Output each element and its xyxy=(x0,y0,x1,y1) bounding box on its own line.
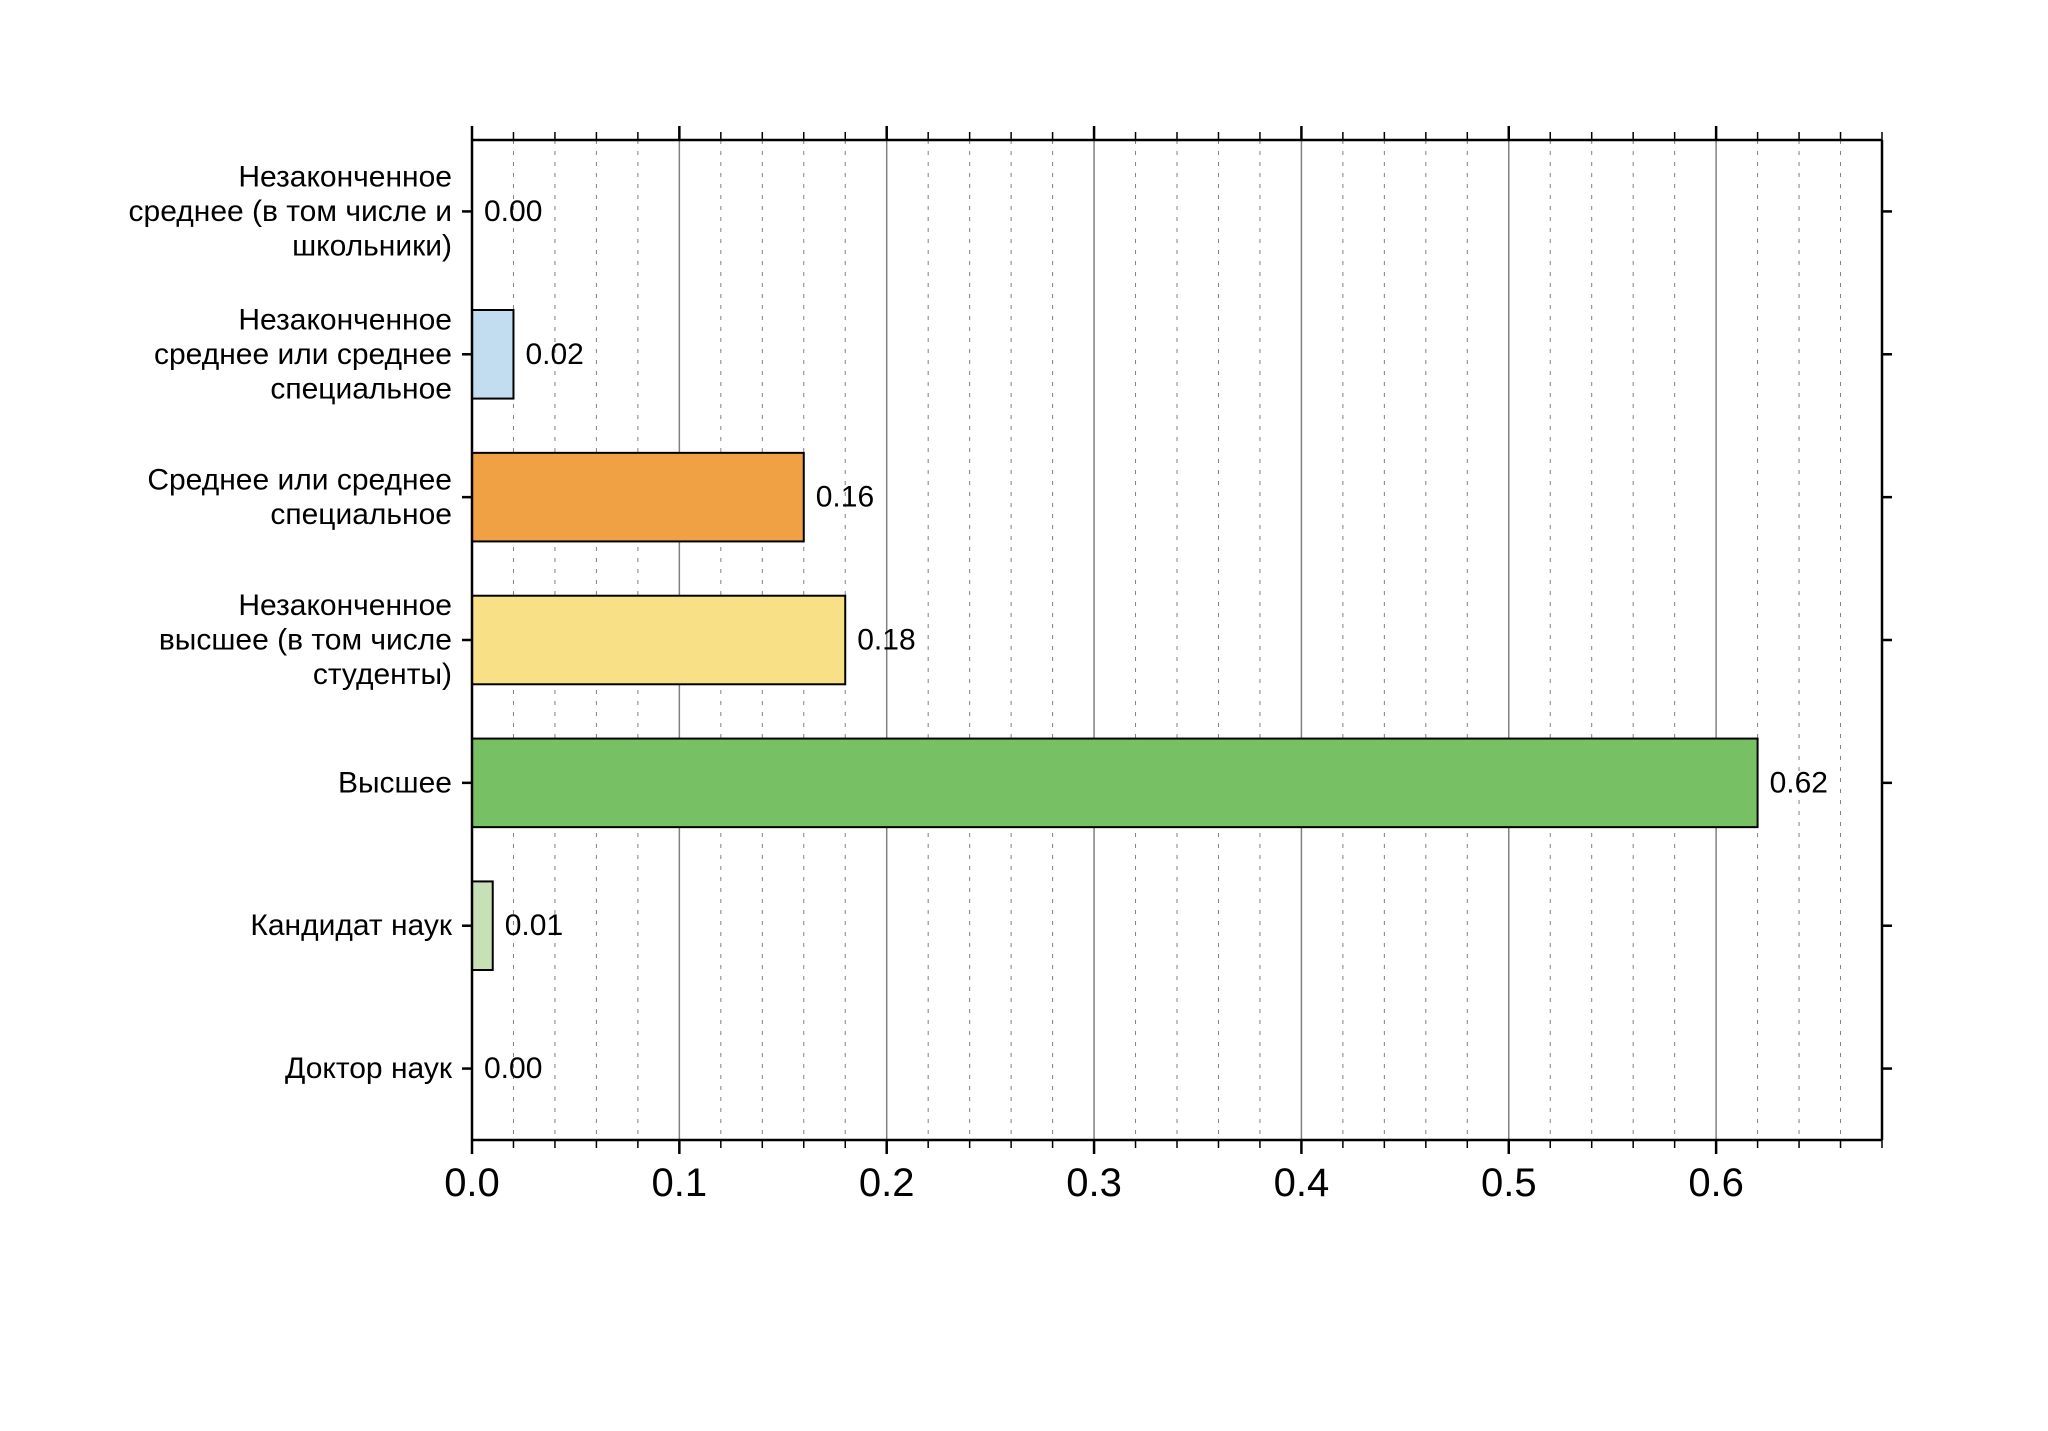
y-axis-category-label: школьники) xyxy=(292,229,452,262)
y-axis-category-label: специальное xyxy=(270,498,452,531)
bar-value-label: 0.00 xyxy=(484,195,542,228)
x-axis-tick-label: 0.1 xyxy=(652,1161,708,1205)
bar-value-label: 0.01 xyxy=(505,909,563,942)
x-axis-tick-label: 0.5 xyxy=(1481,1161,1537,1205)
bar xyxy=(472,453,804,542)
bar-value-label: 0.62 xyxy=(1770,766,1828,799)
y-axis-category-label: Среднее или среднее xyxy=(147,463,452,496)
horizontal-bar-chart: Незаконченноесреднее (в том числе ишколь… xyxy=(0,0,2048,1431)
y-axis-category-label: Кандидат наук xyxy=(250,909,453,942)
bar xyxy=(472,310,513,399)
bar-value-label: 0.18 xyxy=(857,624,915,657)
y-axis-category-label: среднее или среднее xyxy=(154,338,452,371)
y-axis-category-label: высшее (в том числе xyxy=(159,624,452,657)
y-axis-category-label: Высшее xyxy=(338,766,452,799)
x-axis-tick-label: 0.3 xyxy=(1066,1161,1122,1205)
chart-container: Незаконченноесреднее (в том числе ишколь… xyxy=(0,0,2048,1431)
y-axis-category-label: Незаконченное xyxy=(238,160,452,193)
bar-value-label: 0.02 xyxy=(525,338,583,371)
y-axis-category-label: специальное xyxy=(270,372,452,405)
bar xyxy=(472,739,1758,828)
bar xyxy=(472,596,845,685)
y-axis-category-label: среднее (в том числе и xyxy=(129,195,452,228)
bar-value-label: 0.00 xyxy=(484,1052,542,1085)
y-axis-category-label: студенты) xyxy=(313,658,452,691)
x-axis-tick-label: 0.0 xyxy=(444,1161,500,1205)
x-axis-tick-label: 0.4 xyxy=(1274,1161,1330,1205)
y-axis-category-label: Незаконченное xyxy=(238,303,452,336)
bar xyxy=(472,881,493,970)
bar-value-label: 0.16 xyxy=(816,481,874,514)
y-axis-category-label: Незаконченное xyxy=(238,589,452,622)
y-axis-category-label: Доктор наук xyxy=(285,1052,453,1085)
x-axis-tick-label: 0.6 xyxy=(1688,1161,1744,1205)
x-axis-tick-label: 0.2 xyxy=(859,1161,915,1205)
